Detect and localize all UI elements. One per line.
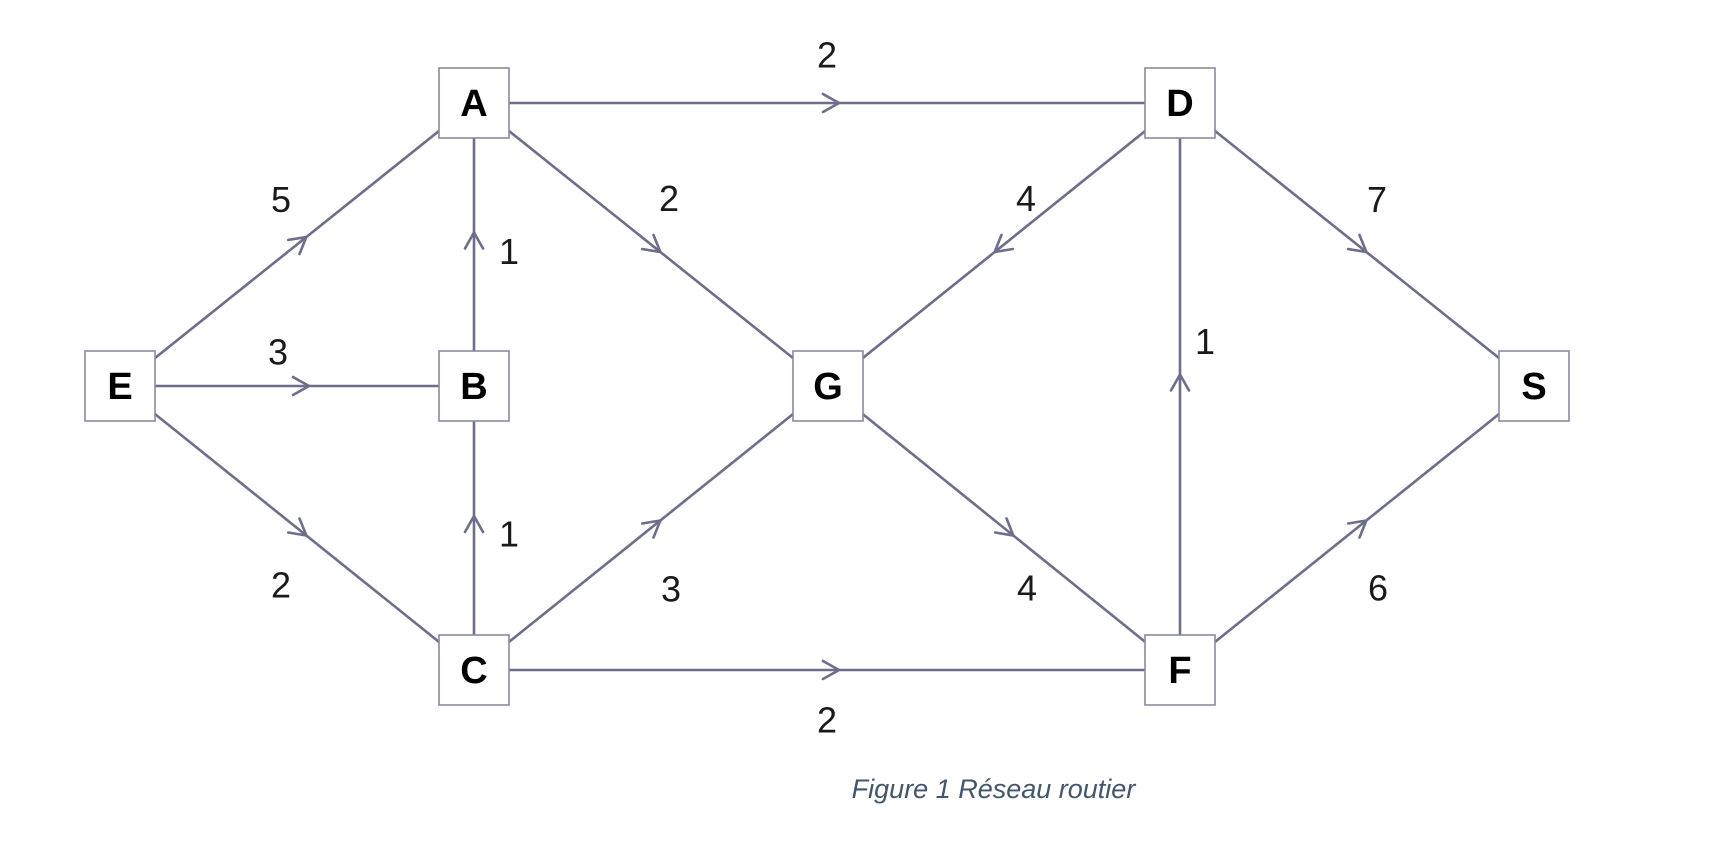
node-c: C: [438, 634, 510, 706]
edge-weight-d-s: 7: [1367, 179, 1387, 220]
edge-d-g: 4: [827, 101, 1181, 388]
edge-weight-f-s: 6: [1368, 568, 1388, 609]
node-box: [1144, 67, 1216, 139]
edge-line: [473, 101, 829, 388]
node-box: [792, 350, 864, 422]
arrowhead-icon: [993, 517, 1015, 537]
arrowhead-icon: [993, 233, 1015, 254]
node-label: D: [1166, 83, 1193, 125]
edge-line: [1179, 101, 1535, 388]
edge-f-d: 1: [1169, 103, 1215, 670]
arrowhead-icon: [463, 231, 485, 250]
edge-b-a: 1: [463, 103, 519, 386]
arrowhead-icon: [821, 659, 841, 681]
edge-a-d: 2: [474, 35, 1180, 114]
node-box: [438, 350, 510, 422]
edge-f-s: 6: [1179, 384, 1535, 672]
node-box: [438, 634, 510, 706]
arrowhead-icon: [1346, 519, 1368, 539]
edge-weight-e-c: 2: [271, 565, 291, 606]
edge-weight-f-d: 1: [1195, 321, 1215, 362]
edge-weight-a-d: 2: [817, 35, 837, 76]
node-label: B: [460, 366, 487, 408]
node-box: [438, 67, 510, 139]
edge-weight-d-g: 4: [1016, 178, 1036, 219]
edge-a-g: 2: [473, 101, 829, 388]
arrowhead-icon: [291, 375, 311, 397]
edge-e-c: 2: [119, 384, 475, 672]
edge-d-s: 7: [1179, 101, 1535, 388]
edge-weight-b-a: 1: [499, 231, 519, 272]
node-label: G: [813, 366, 843, 408]
node-f: F: [1144, 634, 1216, 706]
edge-line: [827, 101, 1181, 388]
node-box: [84, 350, 156, 422]
node-d: D: [1144, 67, 1216, 139]
edge-line: [1179, 384, 1535, 672]
arrowhead-icon: [286, 517, 308, 537]
edge-line: [119, 384, 475, 672]
arrowhead-icon: [640, 519, 662, 539]
edge-e-b: 3: [120, 332, 474, 397]
edge-weight-a-g: 2: [659, 178, 679, 219]
node-a: A: [438, 67, 510, 139]
figure-caption: Figure 1 Réseau routier: [851, 774, 1136, 804]
edge-weight-c-g: 3: [661, 569, 681, 610]
node-box: [1498, 350, 1570, 422]
node-label: E: [107, 366, 132, 408]
edge-g-f: 4: [827, 384, 1181, 672]
arrowhead-icon: [1169, 373, 1191, 392]
node-box: [1144, 634, 1216, 706]
edge-line: [119, 101, 475, 388]
edges-layer: 5 3 2 1 1 2 2 3 2 4 4 1 7 6: [119, 35, 1535, 741]
edge-line: [473, 384, 829, 672]
edge-c-b: 1: [463, 386, 519, 670]
edge-e-a: 5: [119, 101, 475, 388]
arrowhead-icon: [463, 514, 485, 534]
edge-weight-g-f: 4: [1017, 568, 1037, 609]
arrowhead-icon: [821, 92, 841, 114]
edge-c-g: 3: [473, 384, 829, 672]
node-label: F: [1168, 650, 1191, 692]
edge-c-f: 2: [474, 659, 1180, 741]
edge-weight-c-f: 2: [817, 700, 837, 741]
edge-weight-c-b: 1: [499, 514, 519, 555]
node-label: S: [1521, 366, 1546, 408]
node-e: E: [84, 350, 156, 422]
arrowhead-icon: [640, 233, 662, 254]
edge-line: [827, 384, 1181, 672]
node-label: A: [460, 83, 487, 125]
edge-weight-e-a: 5: [271, 179, 291, 220]
edge-weight-e-b: 3: [268, 332, 288, 373]
nodes-layer: E A B C G D F S: [84, 67, 1570, 706]
node-b: B: [438, 350, 510, 422]
arrowhead-icon: [286, 235, 308, 256]
node-g: G: [792, 350, 864, 422]
node-s: S: [1498, 350, 1570, 422]
node-label: C: [460, 650, 487, 692]
arrowhead-icon: [1346, 233, 1368, 254]
